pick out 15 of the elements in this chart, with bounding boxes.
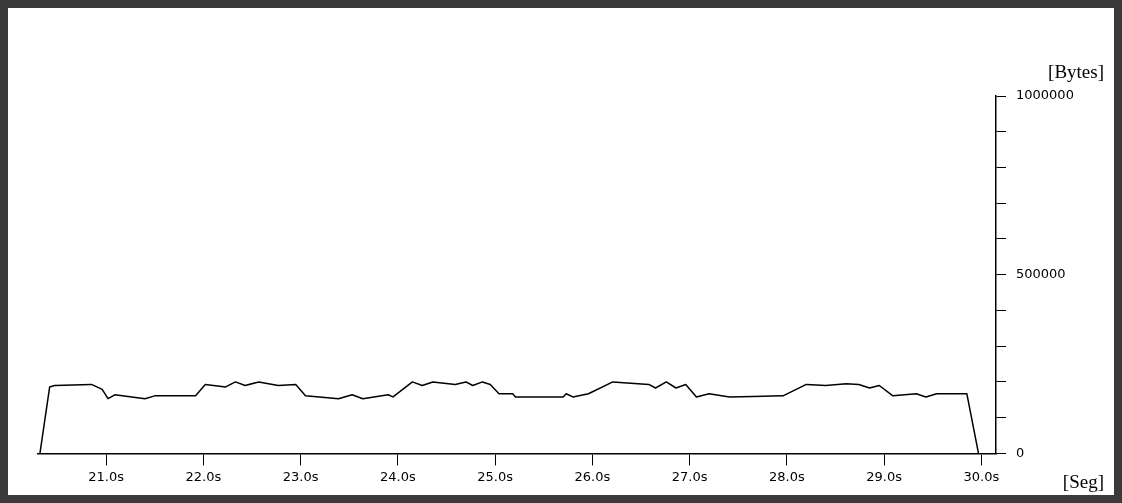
x-tick-label: 29.0s — [866, 468, 903, 484]
x-tick-label: 24.0s — [380, 468, 416, 484]
x-tick-label: 28.0s — [769, 468, 805, 484]
x-tick-label: 30.0s — [963, 468, 1000, 484]
x-tick-label: 22.0s — [185, 468, 222, 484]
x-axis-title: [Seg] — [1062, 471, 1104, 493]
x-tick-label: 25.0s — [477, 468, 514, 484]
y-tick-label: 0 — [1016, 444, 1025, 460]
x-tick-label: 27.0s — [671, 468, 708, 484]
y-tick-label: 1000000 — [1016, 87, 1074, 103]
x-tick-label: 26.0s — [574, 468, 611, 484]
x-tick-label: 21.0s — [88, 468, 125, 484]
y-tick-label: 500000 — [1016, 266, 1066, 282]
y-axis-title: [Bytes] — [1048, 61, 1104, 82]
x-tick-label: 23.0s — [282, 468, 319, 484]
